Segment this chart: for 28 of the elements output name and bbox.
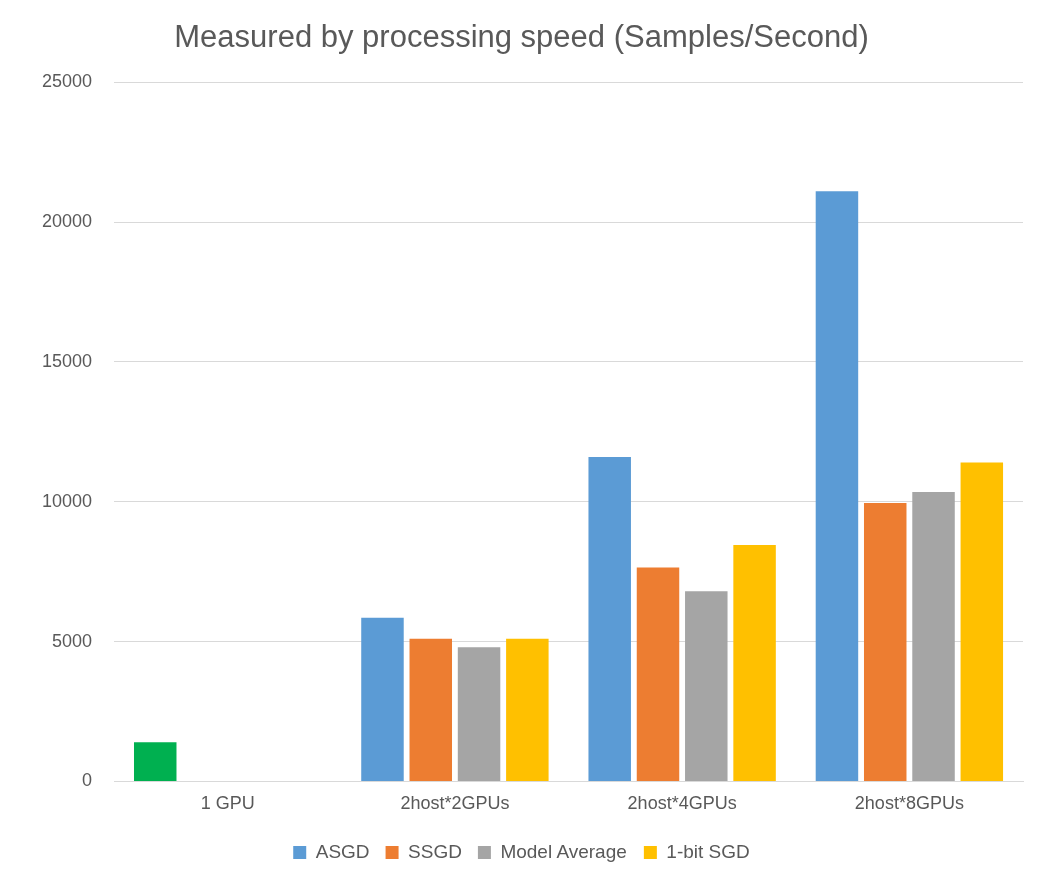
bar <box>636 567 680 781</box>
bar <box>863 503 907 781</box>
y-tick-label: 25000 <box>41 71 93 92</box>
bar <box>588 456 631 781</box>
bar <box>960 462 1004 781</box>
bar <box>685 591 728 781</box>
bar <box>815 191 859 781</box>
legend-label: ASGD <box>315 840 370 862</box>
x-tick-label: 1 GPU <box>200 793 255 814</box>
bar <box>457 647 501 781</box>
chart-title: Measured by processing speed (Samples/Second) <box>174 19 869 55</box>
bar <box>409 638 453 781</box>
x-tick-label: 2host*2GPUs <box>400 793 510 814</box>
y-tick-label: 5000 <box>52 630 93 651</box>
legend-label: 1-bit SGD <box>666 840 750 862</box>
y-tick-label: 20000 <box>41 211 93 232</box>
y-tick-label: 0 <box>82 770 93 791</box>
y-tick-label: 15000 <box>41 350 93 371</box>
bar <box>361 617 404 781</box>
x-tick-label: 2host*8GPUs <box>854 793 964 814</box>
bar <box>733 545 776 781</box>
bar <box>133 742 177 781</box>
y-tick-label: 10000 <box>41 490 93 511</box>
bar <box>912 491 955 781</box>
legend-label: SSGD <box>408 840 462 862</box>
bar <box>506 638 549 781</box>
x-tick-label: 2host*4GPUs <box>627 793 737 814</box>
legend-label: Model Average <box>500 840 627 862</box>
